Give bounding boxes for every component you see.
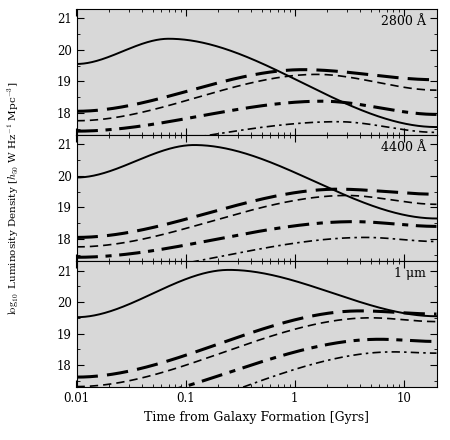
Text: $\log_{10}$ Luminosity Density [$h_{50}$ W Hz$^{-1}$ Mpc$^{-3}$]: $\log_{10}$ Luminosity Density [$h_{50}$… xyxy=(6,81,21,315)
Text: 4400 Å: 4400 Å xyxy=(381,141,426,154)
Text: 1 μm: 1 μm xyxy=(394,268,426,280)
Text: 2800 Å: 2800 Å xyxy=(381,15,426,28)
X-axis label: Time from Galaxy Formation [Gyrs]: Time from Galaxy Formation [Gyrs] xyxy=(144,411,369,424)
